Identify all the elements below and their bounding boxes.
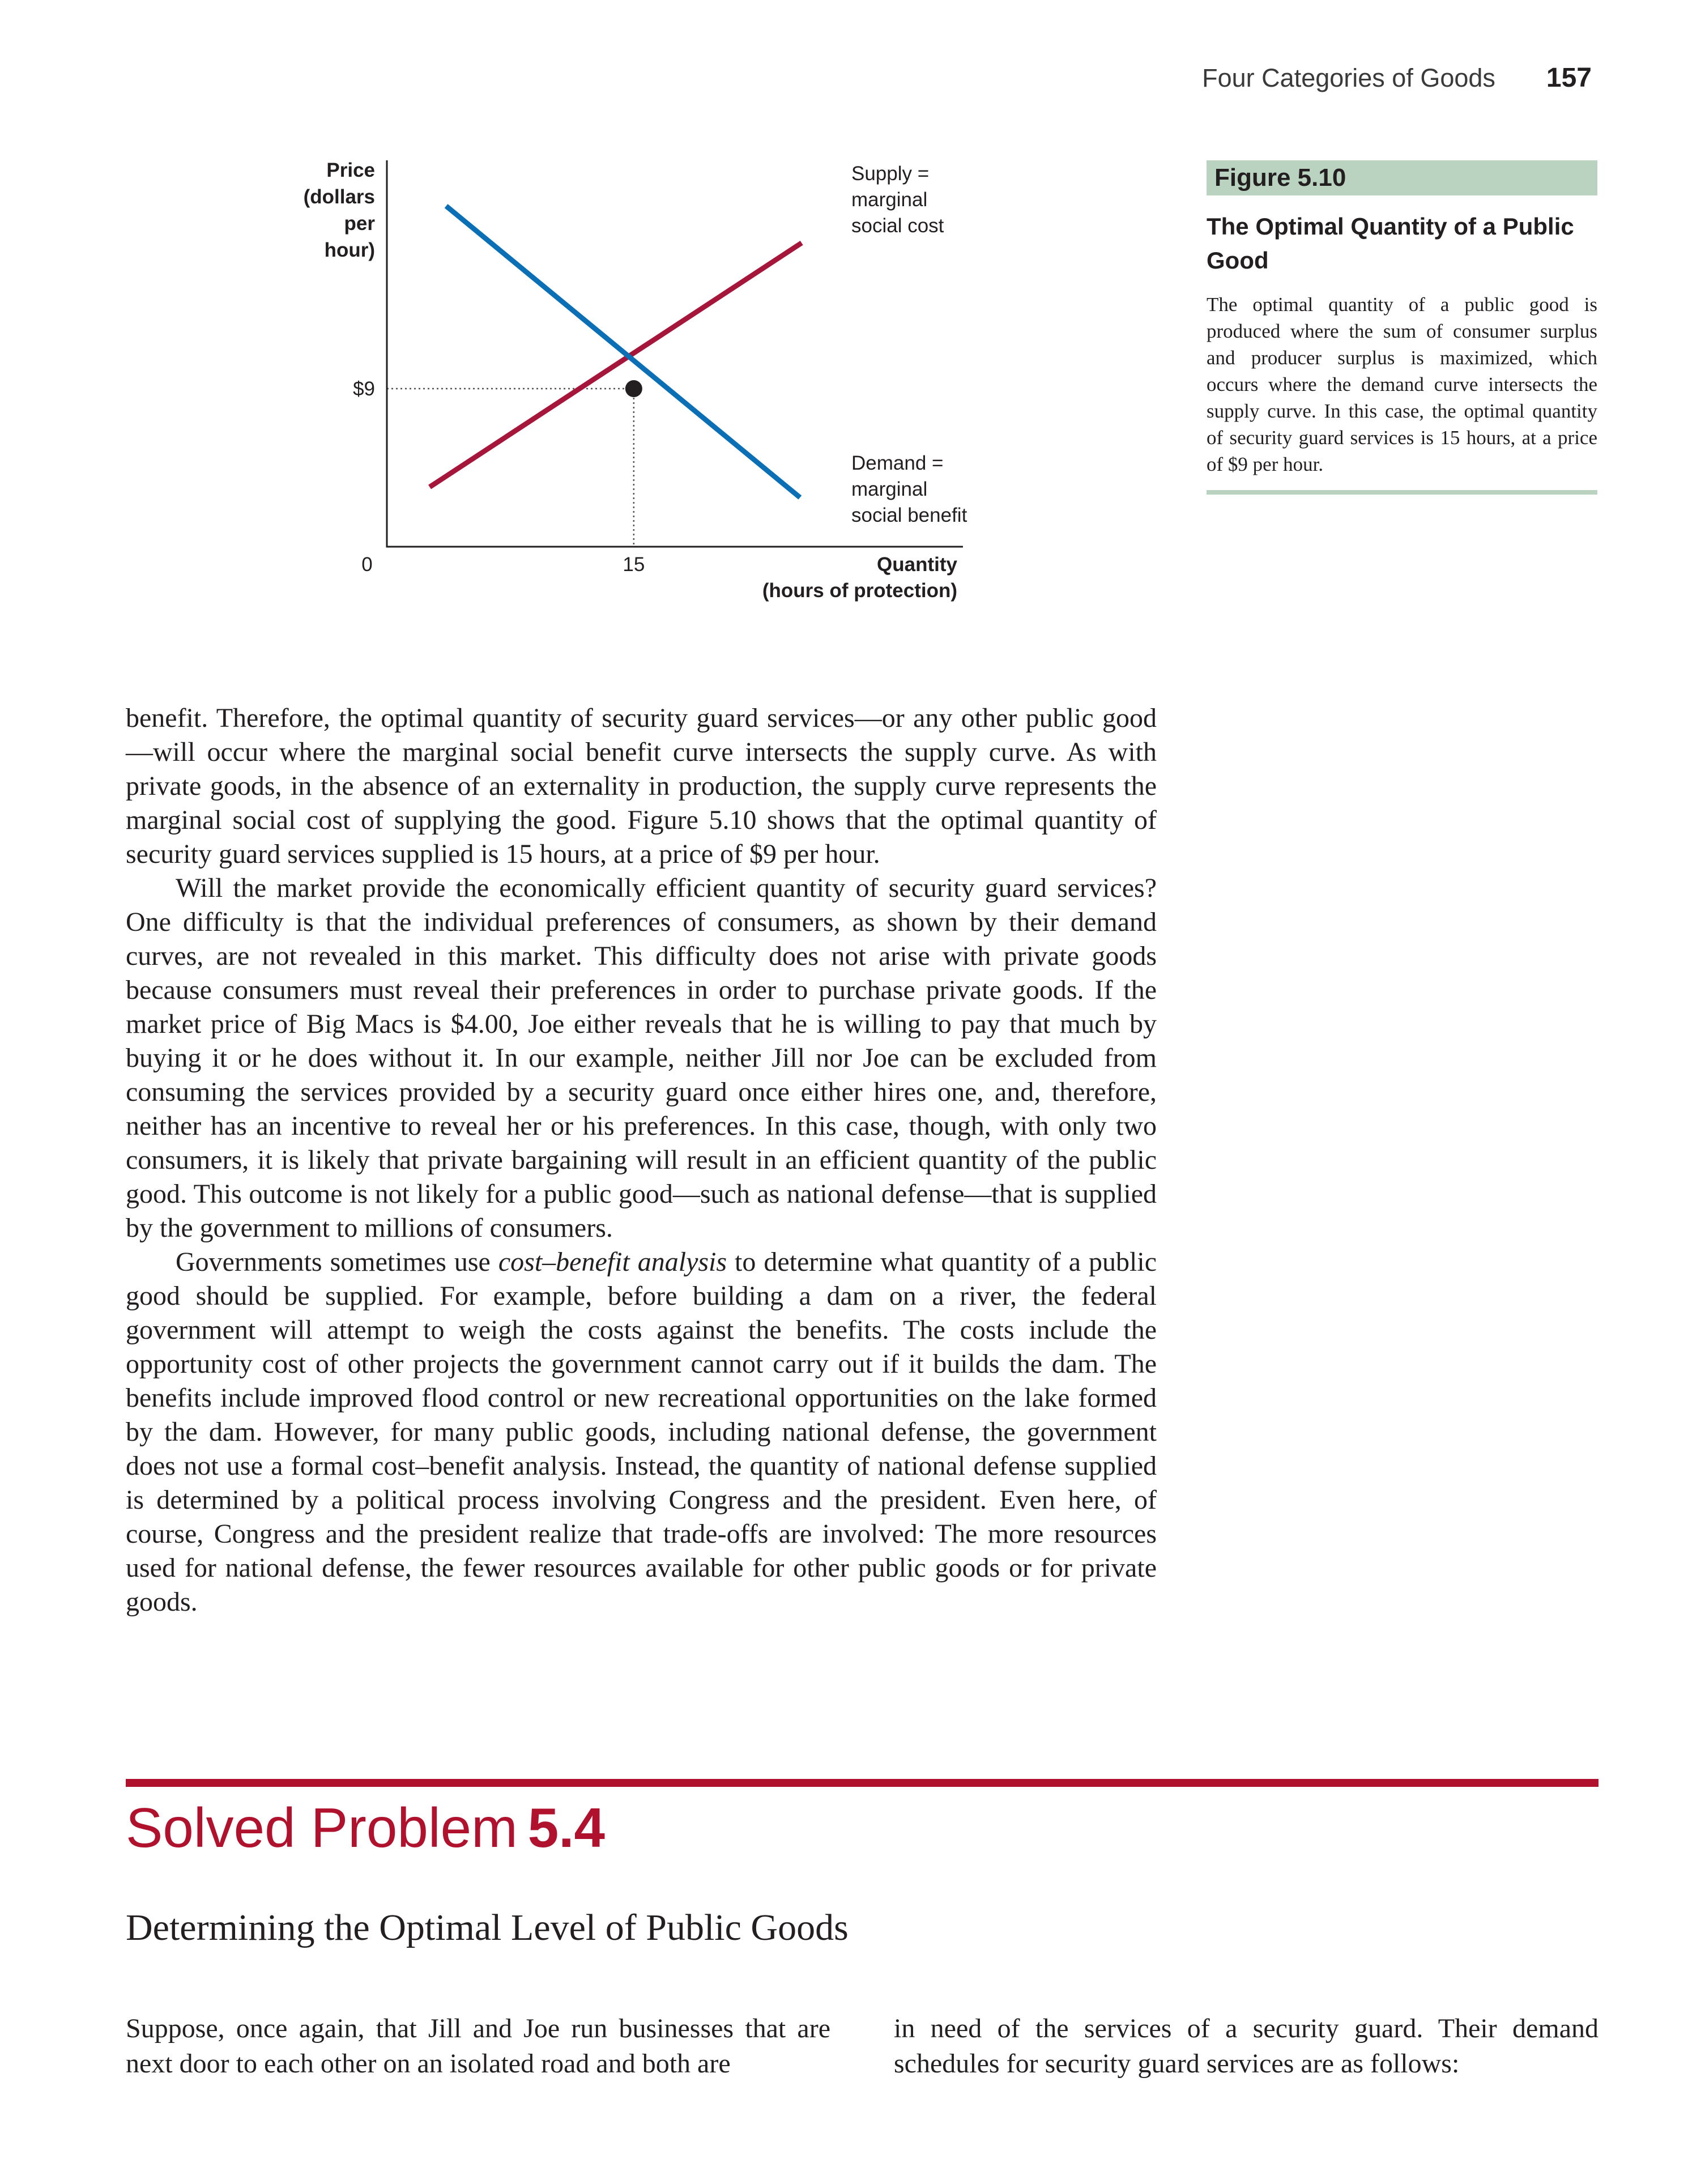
x-tick-label: 15	[623, 554, 645, 576]
y-axis-title-line: hour)	[325, 239, 375, 261]
page-number: 157	[1546, 63, 1592, 93]
text-run: to determine what quantity of a public g…	[126, 1247, 1157, 1617]
y-axis-title-line: per	[344, 212, 376, 235]
supply-label-line: marginal	[851, 189, 927, 211]
main-body-text: benefit. Therefore, the optimal quantity…	[126, 701, 1157, 1619]
chart-text: Price (dollars per hour) $9 0 15 Quantity (hours…	[304, 159, 967, 602]
chart-series	[428, 204, 803, 500]
equilibrium-point	[625, 380, 642, 397]
body-paragraph: benefit. Therefore, the optimal quantity…	[126, 701, 1157, 871]
solved-problem-number: 5.4	[527, 1796, 606, 1859]
supply-label-line: Supply =	[851, 163, 929, 185]
demand-curve	[444, 204, 802, 500]
demand-label-line: Demand =	[851, 452, 943, 474]
figure-caption: Figure 5.10 The Optimal Quantity of a Pu…	[1207, 160, 1597, 495]
figure-caption-rule	[1207, 490, 1597, 495]
figure-chart: Price (dollars per hour) $9 0 15 Quantity (hours…	[304, 159, 967, 602]
x-axis-title-line: Quantity	[877, 554, 957, 576]
body-paragraph: Governments sometimes use cost–benefit a…	[126, 1245, 1157, 1619]
chart-guides	[387, 388, 635, 547]
figure-title: The Optimal Quantity of a Public Good	[1207, 213, 1574, 274]
demand-label-line: marginal	[851, 478, 927, 500]
demand-label-line: social benefit	[851, 504, 967, 526]
y-tick-label: $9	[353, 378, 375, 400]
x-axis-title-line: (hours of protection)	[762, 580, 957, 602]
chart-axes	[386, 160, 963, 548]
supply-curve	[428, 240, 803, 489]
running-head: Four Categories of Goods 157	[1202, 62, 1592, 93]
text-run: Governments sometimes use	[176, 1247, 498, 1277]
figure-label: Figure 5.10	[1207, 160, 1597, 195]
solved-problem-heading: Solved Problem 5.4	[126, 1796, 605, 1860]
solved-problem-subtitle: Determining the Optimal Level of Public …	[126, 1907, 849, 1948]
y-axis-title-line: Price	[326, 159, 375, 181]
figure-caption-text: The optimal quantity of a public good is…	[1207, 293, 1597, 475]
solved-problem-label: Solved Problem	[126, 1796, 518, 1859]
text-run: Will the market provide the economically…	[126, 873, 1157, 1243]
running-head-section: Four Categories of Goods	[1202, 63, 1495, 92]
solved-problem-rule	[126, 1779, 1599, 1787]
text-run: benefit. Therefore, the optimal quantity…	[126, 703, 1157, 869]
y-axis-title-line: (dollars	[304, 186, 375, 208]
origin-label: 0	[361, 554, 372, 576]
italic-term: cost–benefit analysis	[498, 1247, 727, 1277]
supply-label-line: social cost	[851, 215, 944, 237]
solved-problem-text-left: Suppose, once again, that Jill and Joe r…	[126, 2013, 830, 2079]
body-paragraph: Will the market provide the economically…	[126, 871, 1157, 1245]
solved-problem-text-right: in need of the services of a security gu…	[894, 2013, 1599, 2079]
